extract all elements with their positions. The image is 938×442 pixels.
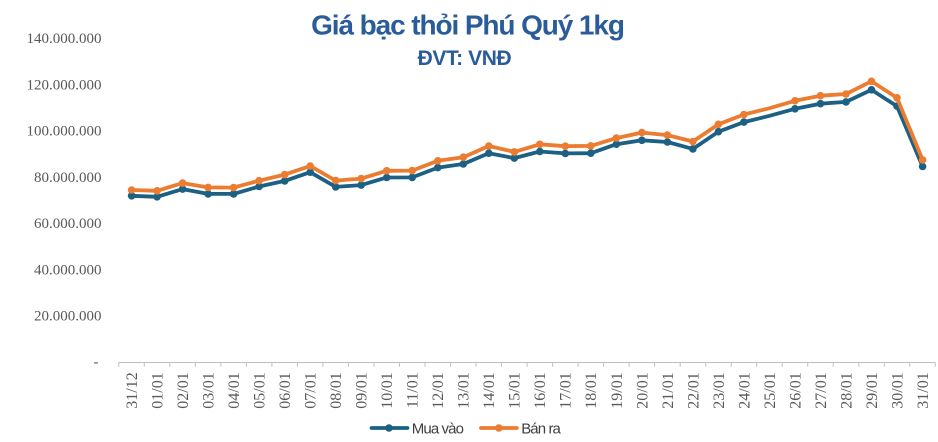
svg-text:19/01: 19/01	[609, 372, 626, 408]
svg-text:22/01: 22/01	[685, 372, 702, 408]
svg-text:31/12: 31/12	[124, 372, 141, 408]
svg-text:31/01: 31/01	[915, 372, 932, 408]
svg-text:06/01: 06/01	[277, 372, 294, 408]
svg-text:03/01: 03/01	[201, 372, 218, 408]
svg-text:28/01: 28/01	[838, 372, 855, 408]
svg-text:16/01: 16/01	[532, 372, 549, 408]
svg-text:Mua vào: Mua vào	[412, 420, 464, 437]
svg-text:20.000.000: 20.000.000	[34, 309, 102, 325]
svg-text:20/01: 20/01	[634, 372, 651, 408]
svg-text:60.000.000: 60.000.000	[34, 216, 102, 232]
svg-text:11/01: 11/01	[405, 372, 422, 408]
svg-text:ĐVT: VNĐ: ĐVT: VNĐ	[418, 47, 512, 70]
svg-text:29/01: 29/01	[864, 372, 881, 408]
svg-text:01/01: 01/01	[150, 372, 167, 408]
svg-text:05/01: 05/01	[252, 372, 269, 408]
svg-text:07/01: 07/01	[303, 372, 320, 408]
svg-text:08/01: 08/01	[328, 372, 345, 408]
svg-text:18/01: 18/01	[583, 372, 600, 408]
svg-text:10/01: 10/01	[379, 372, 396, 408]
svg-text:140.000.000: 140.000.000	[27, 31, 102, 47]
svg-text:17/01: 17/01	[558, 372, 575, 408]
svg-text:24/01: 24/01	[736, 372, 753, 408]
svg-text:09/01: 09/01	[354, 372, 371, 408]
svg-text:26/01: 26/01	[787, 372, 804, 408]
svg-text:12/01: 12/01	[430, 372, 447, 408]
svg-text:Giá bạc thỏi Phú Quý 1kg: Giá bạc thỏi Phú Quý 1kg	[311, 10, 624, 41]
svg-text:100.000.000: 100.000.000	[27, 124, 102, 140]
svg-text:23/01: 23/01	[711, 372, 728, 408]
svg-text:Bán ra: Bán ra	[521, 420, 561, 437]
svg-text:21/01: 21/01	[660, 372, 677, 408]
svg-text:-: -	[94, 355, 99, 371]
svg-text:13/01: 13/01	[456, 372, 473, 408]
svg-text:25/01: 25/01	[762, 372, 779, 408]
svg-text:80.000.000: 80.000.000	[34, 170, 102, 186]
svg-text:15/01: 15/01	[507, 372, 524, 408]
svg-text:30/01: 30/01	[889, 372, 906, 408]
svg-text:02/01: 02/01	[175, 372, 192, 408]
svg-text:40.000.000: 40.000.000	[34, 262, 102, 278]
svg-text:04/01: 04/01	[226, 372, 243, 408]
svg-text:27/01: 27/01	[813, 372, 830, 408]
svg-text:14/01: 14/01	[481, 372, 498, 408]
svg-text:120.000.000: 120.000.000	[27, 77, 102, 93]
